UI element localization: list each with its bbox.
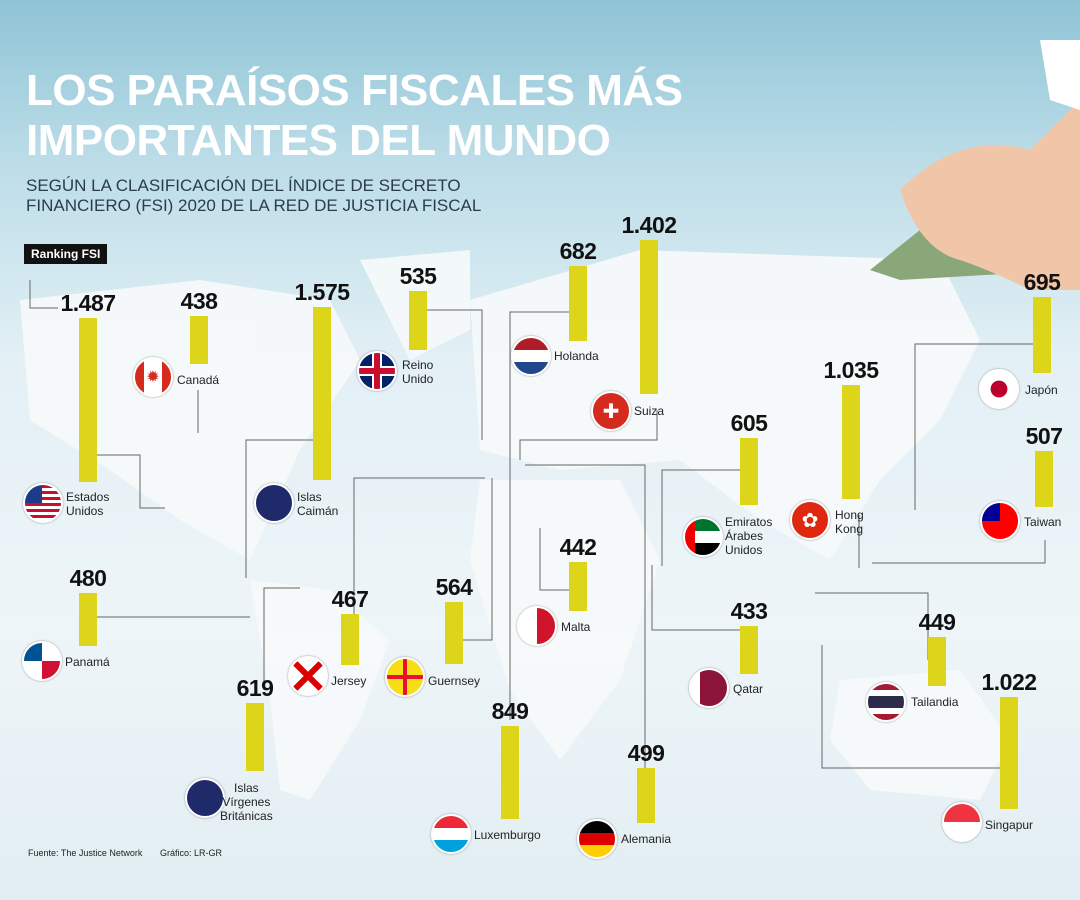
- flag-icon-jersey: [288, 656, 328, 696]
- country-name-alemania: Alemania: [621, 832, 672, 846]
- bar-luxemburgo: [501, 726, 519, 820]
- flag-icon-emiratos-arabes-unidos: [683, 517, 723, 557]
- bar-qatar: [740, 626, 758, 674]
- country-name-suiza: Suiza: [634, 404, 665, 418]
- bar-hong-kong: [842, 385, 860, 499]
- value-label-estados-unidos: 1.487: [60, 290, 116, 316]
- bar-reino-unido: [409, 291, 427, 350]
- value-label-islas-caiman: 1.575: [294, 279, 350, 305]
- flag-icon-japon: [979, 369, 1019, 409]
- bar-tailandia: [928, 637, 946, 687]
- bar-alemania: [637, 768, 655, 823]
- flag-icon-alemania: [577, 819, 617, 859]
- country-name-emiratos-arabes-unidos: Emiratos Árabes Unidos: [725, 515, 773, 557]
- flag-icon-suiza: ✚: [591, 391, 631, 431]
- country-name-singapur: Singapur: [985, 818, 1034, 832]
- country-name-canada: Canadá: [177, 373, 220, 387]
- value-label-islas-virgenes-britanicas: 619: [236, 675, 274, 701]
- country-name-reino-unido: Reino Unido: [402, 358, 434, 386]
- bar-jersey: [341, 614, 359, 666]
- bar-singapur: [1000, 697, 1018, 810]
- country-name-malta: Malta: [561, 620, 591, 634]
- bar-malta: [569, 562, 587, 611]
- country-name-holanda: Holanda: [554, 349, 599, 363]
- credit-note: Gráfico: LR-GR: [160, 848, 223, 858]
- value-label-holanda: 682: [559, 238, 597, 264]
- bar-emiratos-arabes-unidos: [740, 438, 758, 505]
- value-label-canada: 438: [180, 288, 218, 314]
- country-name-islas-caiman: Islas Caimán: [297, 490, 339, 518]
- flag-icon-taiwan: [980, 501, 1020, 541]
- flag-icon-tailandia: [866, 682, 906, 722]
- ranking-fsi-legend: Ranking FSI: [24, 244, 108, 264]
- value-label-guernsey: 564: [435, 574, 473, 600]
- country-name-qatar: Qatar: [733, 682, 764, 696]
- bar-islas-virgenes-britanicas: [246, 703, 264, 772]
- country-name-islas-virgenes-britanicas: Islas Vírgenes Británicas: [220, 781, 273, 823]
- bar-guernsey: [445, 602, 463, 665]
- flag-icon-holanda: [511, 336, 551, 376]
- value-label-jersey: 467: [331, 586, 369, 612]
- country-name-japon: Japón: [1025, 383, 1058, 397]
- source-note: Fuente: The Justice Network: [28, 848, 143, 858]
- value-label-singapur: 1.022: [981, 669, 1037, 695]
- bar-panama: [79, 593, 97, 646]
- value-label-emiratos-arabes-unidos: 605: [730, 410, 768, 436]
- flag-icon-hong-kong: ✿: [790, 500, 830, 540]
- bar-japon: [1033, 297, 1051, 374]
- infographic-subtitle: SEGÚN LA CLASIFICACIÓN DEL ÍNDICE DE SEC…: [26, 176, 482, 215]
- flag-icon-malta: [517, 606, 557, 646]
- hand-with-money-boat-illustration: [870, 40, 1080, 290]
- country-name-panama: Panamá: [65, 655, 110, 669]
- flag-icon-reino-unido: [357, 351, 397, 391]
- flag-icon-islas-virgenes-britanicas: [185, 778, 225, 818]
- value-label-panama: 480: [69, 565, 107, 591]
- bar-estados-unidos: [79, 318, 97, 482]
- value-label-taiwan: 507: [1025, 423, 1063, 449]
- value-label-japon: 695: [1023, 269, 1061, 295]
- flag-icon-panama: [22, 641, 62, 681]
- bar-canada: [190, 316, 208, 365]
- flag-icon-guernsey: [385, 657, 425, 697]
- country-name-luxemburgo: Luxemburgo: [474, 828, 541, 842]
- flag-icon-canada: ✹: [133, 357, 173, 397]
- flag-icon-singapur: [942, 802, 982, 842]
- value-label-alemania: 499: [627, 740, 665, 766]
- infographic-title: LOS PARAÍSOS FISCALES MÁS IMPORTANTES DE…: [26, 66, 683, 165]
- value-label-tailandia: 449: [918, 609, 956, 635]
- bar-islas-caiman: [313, 307, 331, 481]
- country-name-jersey: Jersey: [331, 674, 367, 688]
- country-name-hong-kong: Hong Kong: [835, 508, 864, 536]
- country-name-guernsey: Guernsey: [428, 674, 481, 688]
- value-label-reino-unido: 535: [399, 263, 437, 289]
- flag-icon-qatar: [689, 668, 729, 708]
- flag-icon-islas-caiman: [254, 483, 294, 523]
- flag-icon-estados-unidos: [23, 483, 63, 523]
- value-label-suiza: 1.402: [621, 212, 677, 238]
- value-label-luxemburgo: 849: [491, 698, 529, 724]
- value-label-qatar: 433: [730, 598, 768, 624]
- value-label-hong-kong: 1.035: [823, 357, 879, 383]
- country-name-tailandia: Tailandia: [911, 695, 959, 709]
- bar-suiza: [640, 240, 658, 395]
- flag-icon-luxemburgo: [431, 814, 471, 854]
- value-label-malta: 442: [559, 534, 597, 560]
- bar-taiwan: [1035, 451, 1053, 507]
- country-name-estados-unidos: Estados Unidos: [66, 490, 110, 518]
- bar-holanda: [569, 266, 587, 342]
- country-name-taiwan: Taiwan: [1024, 515, 1062, 529]
